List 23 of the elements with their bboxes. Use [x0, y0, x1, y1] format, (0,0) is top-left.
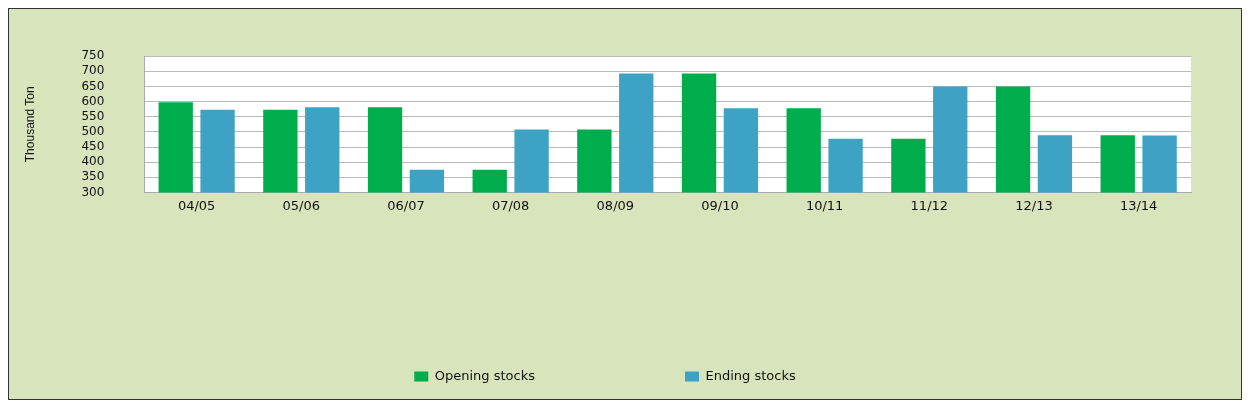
y-tick-label: 700 [81, 63, 105, 78]
legend-label: Ending stocks [705, 367, 796, 383]
x-tick-label: 06/07 [387, 197, 425, 213]
x-tick-label: 13/14 [1119, 197, 1158, 213]
x-tick-label: 04/05 [177, 197, 216, 213]
y-tick-label: 500 [81, 123, 105, 138]
x-tick-label: 11/12 [910, 197, 949, 213]
x-tick-label: 08/09 [596, 197, 635, 213]
x-tick-label: 07/08 [491, 197, 530, 213]
x-tick-label: 12/13 [1015, 197, 1053, 213]
y-tick-label: 600 [81, 93, 105, 108]
x-tick-label: 05/06 [282, 197, 321, 213]
y-tick-label: 650 [81, 78, 105, 93]
x-tick-label: 10/11 [805, 197, 844, 213]
y-tick-label: 400 [81, 154, 105, 169]
y-tick-label: 350 [81, 169, 105, 184]
x-tick-label: 09/10 [701, 197, 739, 213]
y-axis-title: Thousand Ton [22, 86, 37, 163]
y-tick-label: 450 [81, 139, 105, 154]
y-tick-label: 550 [81, 108, 105, 123]
legend-label: Opening stocks [434, 367, 536, 383]
y-tick-label: 300 [81, 184, 105, 199]
y-tick-label: 750 [81, 48, 105, 63]
